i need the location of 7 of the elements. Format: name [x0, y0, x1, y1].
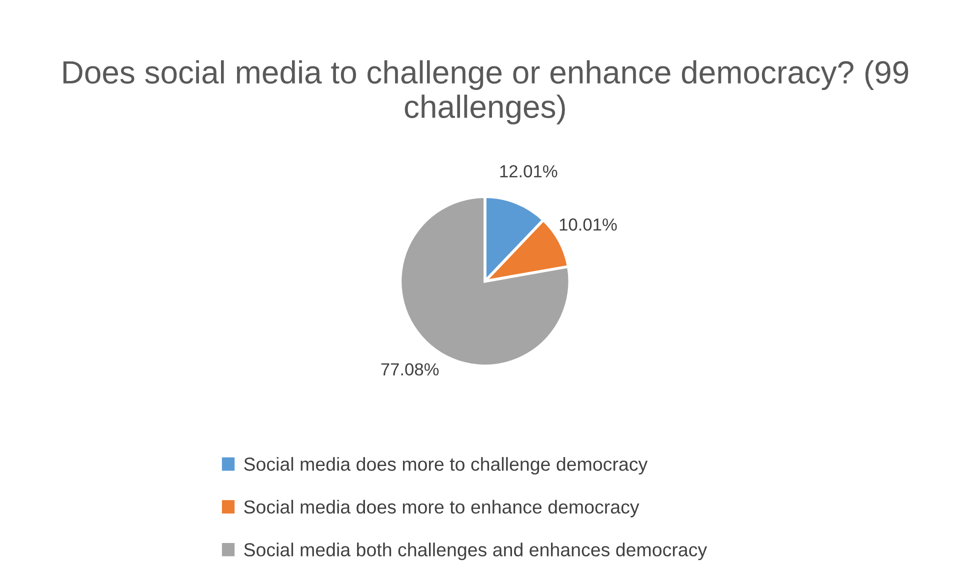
legend-label: Social media does more to enhance democracy — [244, 500, 640, 518]
legend-label: Social media both challenges and enhances democracy — [244, 542, 708, 560]
chart-title: Does social media to challenge or enhance democracy? (99 challenges) — [63, 60, 908, 124]
legend-label: Social media does more to challenge democracy — [244, 457, 648, 475]
data-label: 10.01% — [560, 218, 617, 231]
data-label: 12.01% — [500, 165, 558, 178]
data-label: 77.08% — [381, 363, 439, 376]
